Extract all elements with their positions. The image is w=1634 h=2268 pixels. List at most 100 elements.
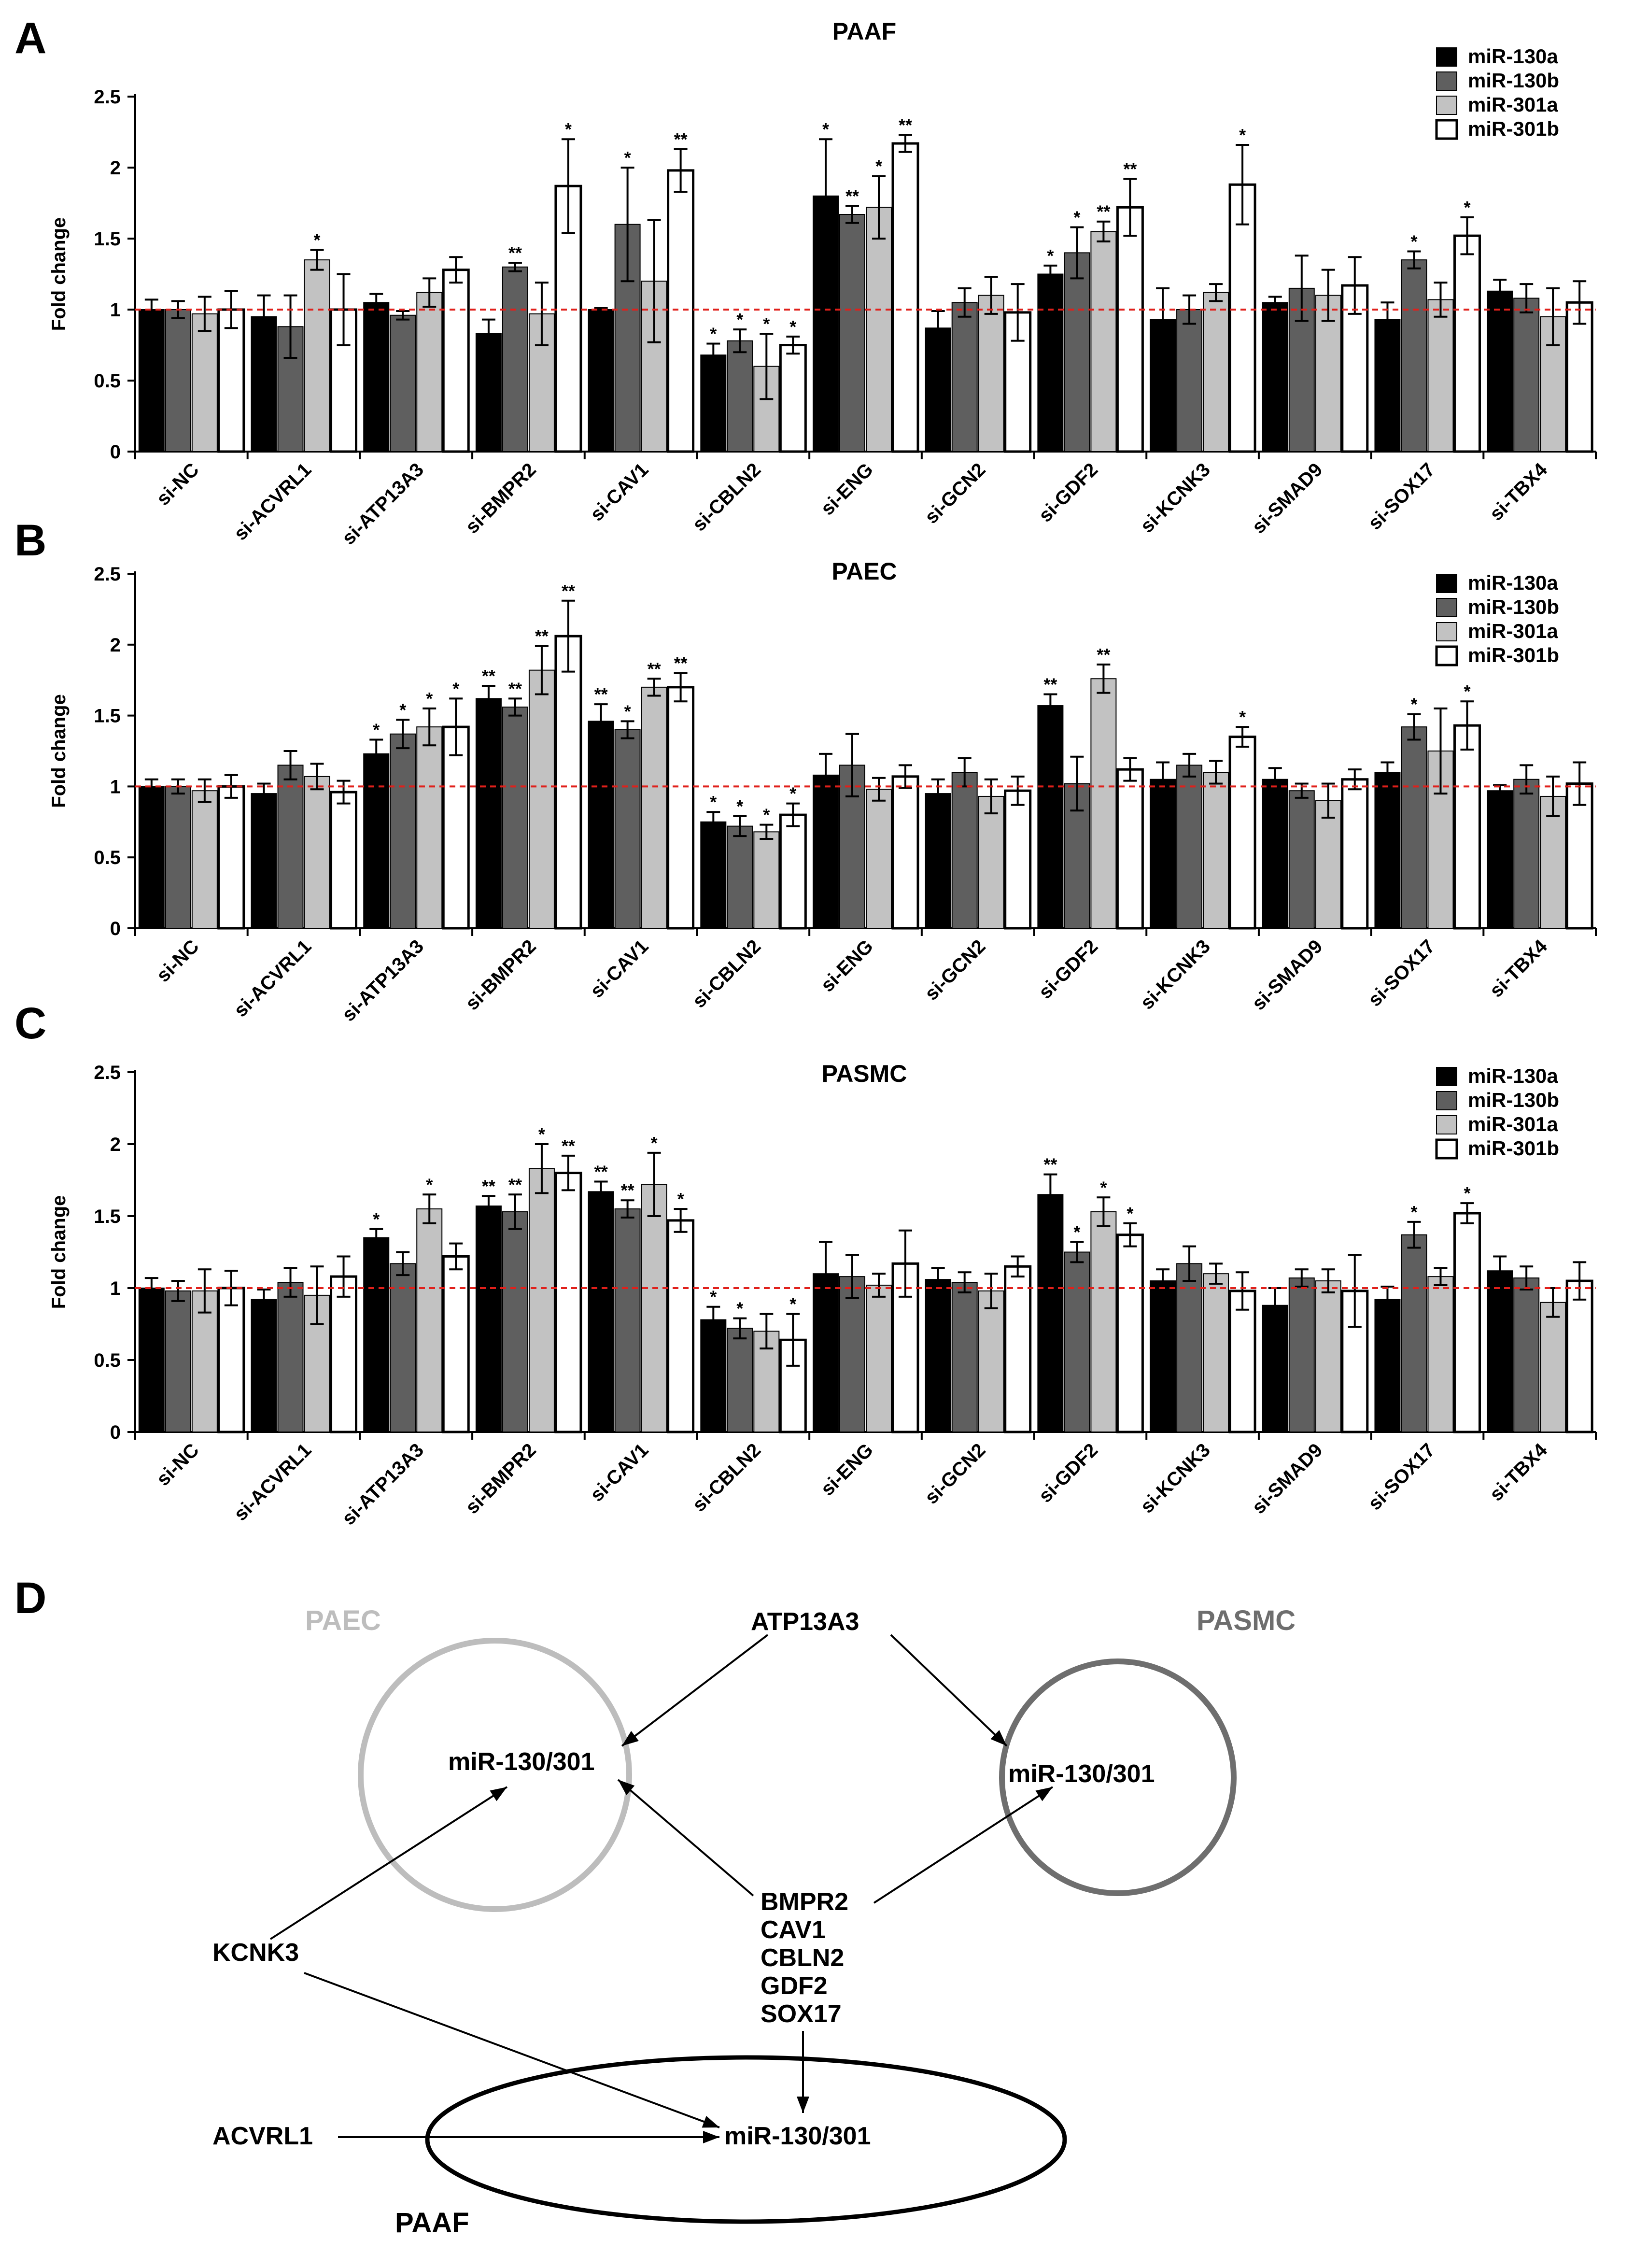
bar-mir-130b-si-gdf2 [1064, 252, 1090, 453]
y-tick-label: 1.5 [94, 1206, 121, 1227]
paec-target-label: miR-130/301 [448, 1748, 595, 1776]
y-tick-label: 1.5 [94, 706, 121, 727]
bar-mir-301b-si-sox17 [1453, 724, 1481, 930]
bar-mir-130b-si-cav1 [614, 729, 641, 929]
bar-mir-301a-si-sox17 [1427, 1276, 1454, 1432]
bar-mir-130b-si-bmpr2 [502, 266, 528, 452]
legend-label-mir-301b: miR-301b [1468, 644, 1559, 666]
bar-mir-130b-si-bmpr2 [502, 1211, 528, 1433]
bar-mir-301a-si-eng [866, 207, 892, 452]
gene-group-1: CAV1 [761, 1916, 826, 1944]
bar-mir-130b-si-gcn2 [951, 772, 978, 929]
significance-mark: ** [648, 659, 661, 679]
bar-mir-301b-si-cav1 [667, 169, 695, 453]
bar-mir-130a-si-cbln2 [700, 821, 727, 929]
bar-mir-130b-si-kcnk3 [1176, 309, 1203, 452]
bar-mir-130a-si-tbx4 [1487, 290, 1513, 453]
bar-mir-301a-si-kcnk3 [1203, 772, 1229, 929]
category-label-si-sox17: si-SOX17 [1364, 459, 1439, 534]
legend-label-mir-130a: miR-130a [1468, 1064, 1558, 1087]
legend-label-mir-130b: miR-130b [1468, 69, 1559, 92]
bar-mir-301a-si-atp13a3 [416, 726, 443, 929]
significance-mark: ** [1043, 1155, 1057, 1175]
bar-mir-130a-si-tbx4 [1487, 790, 1513, 929]
significance-mark: * [373, 720, 380, 740]
significance-mark: ** [621, 1180, 634, 1200]
bar-mir-130b-si-eng [839, 214, 865, 452]
category-label-si-bmpr2: si-BMPR2 [462, 459, 540, 538]
arrow-group-to-pasmc [873, 1786, 1054, 1904]
bar-mir-130a-si-smad9 [1262, 779, 1288, 929]
bar-mir-301a-si-gdf2 [1090, 678, 1117, 929]
category-label-si-tbx4: si-TBX4 [1486, 459, 1552, 525]
y-tick-label: 1 [110, 776, 121, 797]
bar-mir-130a-si-smad9 [1262, 302, 1288, 452]
bar-mir-130a-si-sox17 [1374, 772, 1401, 929]
paaf-target-label: miR-130/301 [724, 2122, 871, 2150]
bar-mir-301a-si-smad9 [1315, 1280, 1341, 1433]
arrow-atp13a3-to-paec [621, 1634, 769, 1747]
y-tick-label: 0 [110, 918, 121, 939]
bar-mir-301a-si-gdf2 [1090, 1211, 1117, 1433]
category-label-si-eng: si-ENG [817, 936, 877, 996]
significance-mark: * [789, 1294, 796, 1314]
significance-mark: * [1047, 246, 1054, 266]
significance-mark: * [624, 701, 631, 721]
bar-mir-130a-si-gcn2 [925, 1279, 951, 1433]
bar-mir-130b-si-kcnk3 [1176, 765, 1203, 929]
bar-mir-130a-si-gcn2 [925, 327, 951, 452]
significance-mark: * [651, 1133, 658, 1153]
bar-mir-130a-si-cbln2 [700, 354, 727, 453]
legend-swatch-mir-301b [1435, 1138, 1458, 1160]
significance-mark: ** [562, 1136, 575, 1156]
category-label-si-acvrl1: si-ACVRL1 [230, 936, 315, 1021]
category-label-si-gdf2: si-GDF2 [1035, 936, 1102, 1003]
bar-mir-130b-si-nc [165, 786, 191, 929]
significance-mark: * [1073, 1222, 1080, 1242]
chart-title: PAAF [832, 18, 896, 45]
category-label-si-atp13a3: si-ATP13A3 [338, 936, 428, 1025]
bar-mir-130a-si-cbln2 [700, 1319, 727, 1433]
legend-swatch-mir-301a [1436, 1115, 1457, 1134]
bar-mir-130b-si-atp13a3 [390, 733, 416, 929]
y-tick-label: 0 [110, 1422, 121, 1443]
y-axis-label: Fold change [48, 694, 70, 808]
category-label-si-kcnk3: si-KCNK3 [1136, 459, 1214, 537]
bar-mir-301b-si-nc [217, 308, 245, 453]
bar-mir-130a-si-gdf2 [1037, 705, 1064, 929]
y-axis-label: Fold change [48, 217, 70, 331]
bar-mir-301b-si-gcn2 [1004, 1265, 1032, 1433]
bar-mir-301a-si-gcn2 [978, 1290, 1004, 1432]
significance-mark: ** [562, 581, 575, 601]
bar-mir-301b-si-nc [217, 785, 245, 930]
category-label-si-smad9: si-SMAD9 [1248, 936, 1327, 1014]
bar-mir-130b-si-gcn2 [951, 302, 978, 452]
category-label-si-kcnk3: si-KCNK3 [1136, 1439, 1214, 1517]
bar-mir-301b-si-eng [891, 775, 919, 930]
category-label-si-gcn2: si-GCN2 [921, 459, 990, 528]
significance-mark: * [763, 805, 770, 825]
arrow-atp13a3-to-paec-head [622, 1731, 639, 1746]
bar-mir-130a-si-gcn2 [925, 793, 951, 929]
legend-label-mir-130a: miR-130a [1468, 45, 1558, 68]
bar-mir-130b-si-smad9 [1288, 1277, 1315, 1432]
significance-mark: * [373, 1209, 380, 1229]
bar-mir-130a-si-tbx4 [1487, 1270, 1513, 1432]
legend-label-mir-301b: miR-301b [1468, 117, 1559, 140]
significance-mark: ** [508, 1175, 522, 1194]
category-label-si-smad9: si-SMAD9 [1248, 459, 1327, 538]
bar-mir-130a-si-kcnk3 [1150, 779, 1176, 929]
significance-mark: * [399, 700, 406, 720]
y-tick-label: 0.5 [94, 370, 121, 392]
bar-mir-130a-si-nc [138, 1288, 165, 1432]
bar-mir-130b-si-eng [839, 1276, 865, 1432]
bar-mir-301a-si-kcnk3 [1203, 292, 1229, 452]
bar-mir-130b-si-sox17 [1401, 1234, 1427, 1432]
chart-paec: B PAEC Fold change 0 0.5 1 1.5 2 2.5 si-NC si-ACVR… [14, 516, 1597, 1025]
bar-mir-301b-si-cav1 [667, 686, 695, 930]
pasmc-target-label: miR-130/301 [1008, 1760, 1155, 1788]
legend-label-mir-301a: miR-301a [1468, 620, 1558, 642]
y-tick-label: 1 [110, 1278, 121, 1299]
significance-mark: * [1464, 1183, 1470, 1203]
bar-mir-130b-si-acvrl1 [277, 1282, 304, 1433]
